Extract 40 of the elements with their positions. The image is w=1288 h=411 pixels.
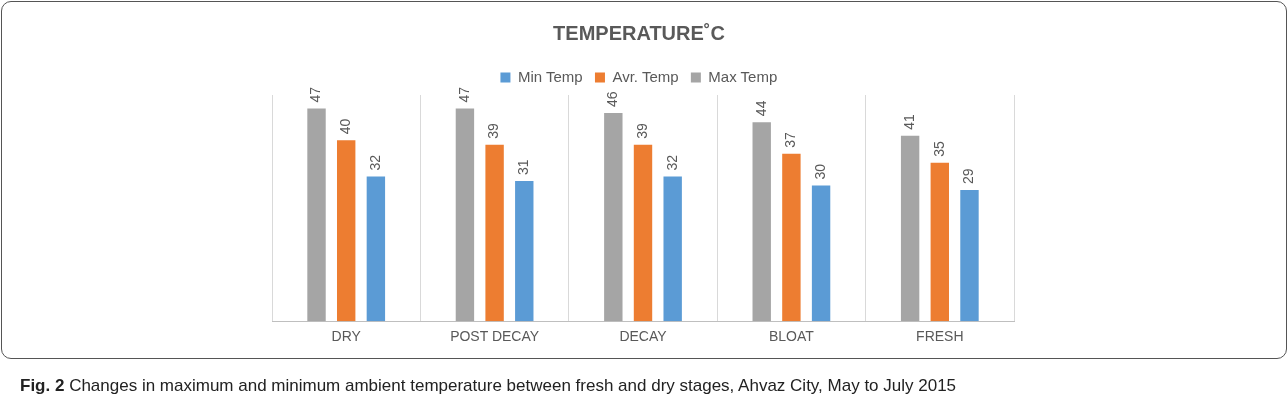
data-label: 39 <box>485 122 502 139</box>
data-label: 32 <box>663 154 680 171</box>
bar <box>960 190 979 322</box>
bar <box>366 176 386 322</box>
bar <box>900 135 920 322</box>
data-label: 29 <box>960 168 977 184</box>
data-label: 30 <box>811 163 828 180</box>
x-tick-label: DRY <box>331 328 362 345</box>
bar <box>455 108 475 322</box>
legend-label: Max Temp <box>708 67 778 85</box>
data-label: 46 <box>604 91 621 108</box>
legend-label: Avr. Temp <box>612 67 679 85</box>
bar <box>811 185 831 322</box>
x-tick-label: DECAY <box>619 328 668 345</box>
data-label: 37 <box>782 132 799 148</box>
bar <box>307 108 326 322</box>
legend-label: Min Temp <box>517 67 583 85</box>
data-label: 32 <box>366 154 383 171</box>
bar <box>782 153 801 322</box>
data-label: 47 <box>307 86 324 103</box>
bar <box>930 162 949 322</box>
bar <box>633 144 653 322</box>
x-tick-label: FRESH <box>916 328 964 345</box>
chart-title: TEMPERATURE˚C <box>553 21 725 44</box>
data-label: 47 <box>455 86 472 103</box>
x-tick-label: POST DECAY <box>450 328 540 345</box>
data-label: 40 <box>337 118 354 135</box>
bar <box>337 140 356 322</box>
bar <box>752 122 771 322</box>
x-tick-label: BLOAT <box>768 328 815 345</box>
data-label: 39 <box>633 122 650 139</box>
bar <box>515 180 534 322</box>
data-label: 44 <box>752 100 769 117</box>
bar <box>663 176 682 322</box>
data-label: 31 <box>515 159 532 175</box>
bar <box>604 113 623 322</box>
data-label: 35 <box>930 141 947 157</box>
bar <box>485 144 504 322</box>
caption: Fig. 2 Changes in maximum and minimum ambient temperature between fresh and dry stages, Ahvaz City, May to July 2015 <box>20 376 957 396</box>
data-label: 41 <box>900 113 917 130</box>
